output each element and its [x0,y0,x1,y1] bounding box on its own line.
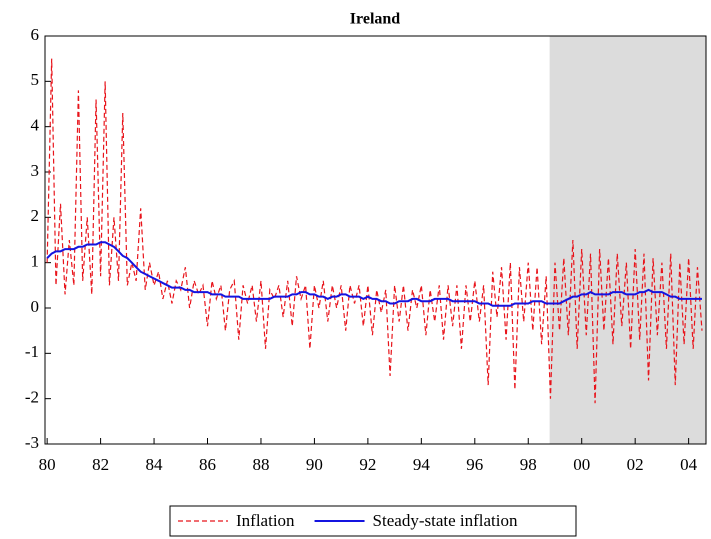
x-tick-label: 80 [39,455,56,474]
y-tick-label: -2 [25,388,39,407]
y-tick-label: 6 [31,25,40,44]
x-tick-label: 82 [92,455,109,474]
x-tick-label: 02 [627,455,644,474]
x-tick-label: 88 [252,455,269,474]
x-tick-label: 04 [680,455,698,474]
x-tick-label: 84 [146,455,164,474]
x-tick-label: 94 [413,455,431,474]
y-tick-label: 5 [31,70,40,89]
plot-frame [44,35,707,445]
legend-box [169,505,577,537]
x-tick-label: 96 [466,455,483,474]
y-tick-label: -1 [25,342,39,361]
y-tick-label: 4 [31,116,40,135]
x-tick-label: 86 [199,455,216,474]
legend-label: Steady-state inflation [373,511,518,530]
series-line [46,241,702,307]
y-tick-label: 2 [31,206,40,225]
y-tick-label: -3 [25,433,39,452]
x-tick-label: 92 [359,455,376,474]
chart-title: Ireland [350,11,400,28]
y-tick-label: 3 [31,161,40,180]
x-tick-label: 90 [306,455,323,474]
shaded-region [549,36,706,444]
y-tick-label: 1 [31,252,40,271]
y-tick-label: 0 [31,297,40,316]
x-tick-label: 00 [573,455,590,474]
legend-label: Inflation [236,511,295,530]
x-tick-label: 98 [520,455,537,474]
